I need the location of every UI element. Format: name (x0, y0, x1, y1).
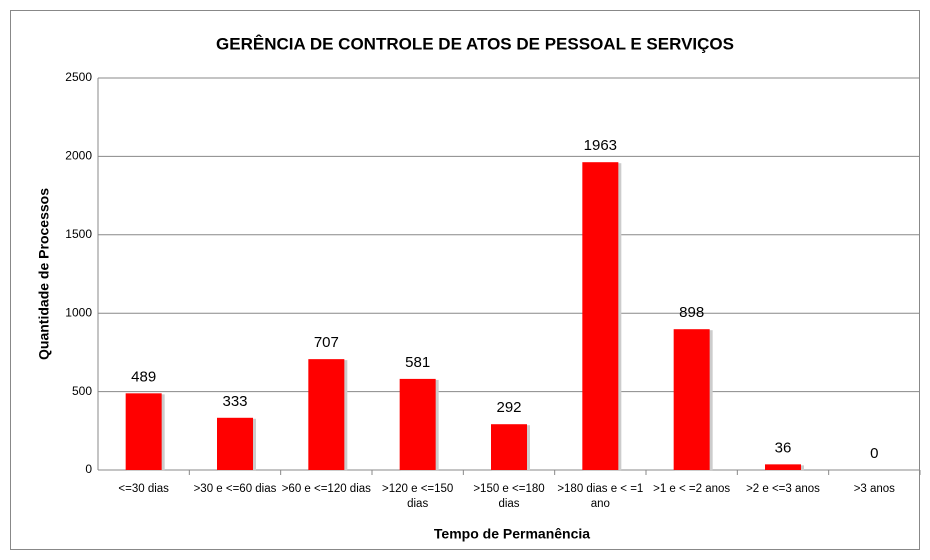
x-axis-title: Tempo de Permanência (434, 526, 590, 542)
x-tick-label: >60 e <=120 dias (281, 483, 371, 495)
y-axis-title: Quantidade de Processos (36, 188, 52, 360)
bar (582, 162, 619, 470)
value-label: 489 (131, 368, 156, 385)
y-tick-label: 2000 (65, 149, 92, 163)
value-label: 707 (314, 334, 339, 351)
bar (673, 329, 710, 470)
x-tick-label: >180 dias e < =1 ano (557, 483, 644, 510)
y-tick-label: 0 (85, 462, 92, 476)
bar (308, 359, 345, 470)
x-tick-label: >150 e <=180 dias (473, 483, 545, 510)
x-tick-label: >3 anos (853, 483, 895, 495)
y-tick-label: 1000 (65, 305, 92, 319)
x-tick-label: >2 e <=3 anos (746, 483, 820, 495)
x-tick-label: <=30 dias (118, 483, 169, 495)
value-label: 333 (222, 393, 247, 410)
bar (217, 417, 253, 470)
value-label: 1963 (584, 137, 617, 154)
y-tick-label: 500 (72, 384, 92, 398)
y-tick-label: 1500 (65, 227, 92, 241)
value-label: 581 (405, 354, 430, 371)
bar (765, 464, 801, 470)
value-label: 292 (496, 399, 521, 416)
x-tick-label: >1 e < =2 anos (653, 483, 731, 495)
y-tick-label: 2500 (65, 70, 92, 84)
chart-title: GERÊNCIA DE CONTROLE DE ATOS DE PESSOAL … (216, 34, 734, 53)
value-label: 0 (870, 445, 878, 462)
bar (125, 393, 162, 470)
x-tick-label: >120 e <=150 dias (382, 483, 454, 510)
bar (491, 424, 527, 470)
value-label: 36 (775, 439, 792, 456)
bar (399, 378, 436, 470)
value-label: 898 (679, 304, 704, 321)
x-tick-label: >30 e <=60 dias (193, 483, 277, 495)
